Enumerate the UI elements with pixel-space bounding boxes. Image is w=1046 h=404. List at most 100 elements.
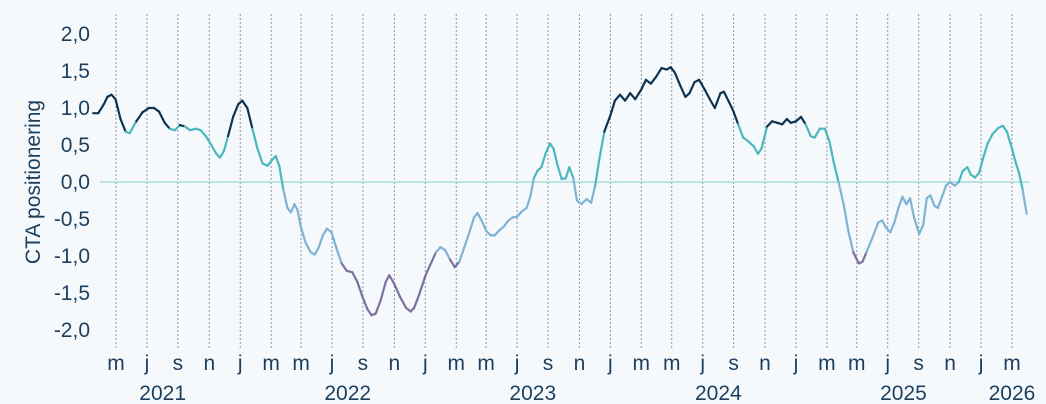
x-tick-label: s [728, 352, 739, 375]
line-segment [765, 120, 774, 128]
line-segment [727, 100, 735, 113]
x-tick-label: m [447, 352, 465, 375]
line-segment [278, 164, 285, 191]
line-segment [634, 88, 643, 101]
line-segment [901, 195, 908, 206]
line-segment [361, 295, 369, 311]
x-tick-label: j [329, 352, 335, 375]
line-segment [922, 197, 928, 227]
line-segment [173, 123, 181, 132]
line-segment [241, 99, 249, 110]
line-segment [871, 221, 880, 239]
y-tick-label: -1,5 [54, 282, 90, 305]
line-segment [912, 216, 921, 235]
line-segment [462, 232, 471, 250]
line-segment [163, 121, 171, 130]
line-segment [781, 117, 788, 126]
line-segment [210, 143, 218, 155]
y-tick-label: 2,0 [61, 23, 90, 46]
y-tick-label: 0,5 [61, 134, 90, 157]
x-tick-label: m [818, 352, 836, 375]
x-axis-years: 2021 2022 2023 2024 2025 2026 [139, 382, 1035, 404]
x-tick-label: m [633, 352, 651, 375]
line-segment [141, 106, 151, 114]
line-segment [609, 99, 617, 117]
line-segment [476, 211, 483, 222]
line-segment [467, 216, 476, 235]
line-segment [580, 197, 588, 206]
x-tick-label: n [203, 352, 215, 375]
line-segment [266, 158, 274, 167]
line-segment [679, 84, 687, 99]
line-segment [737, 123, 745, 139]
line-segment [204, 135, 213, 147]
line-segment [847, 229, 855, 254]
line-segment [114, 98, 122, 121]
line-segment [340, 262, 348, 272]
x-tick-label: s [913, 352, 924, 375]
line-segment [222, 135, 230, 153]
line-segment [293, 203, 299, 212]
line-segment [449, 258, 456, 269]
x-tick-label: j [607, 352, 613, 375]
line-segment [804, 123, 812, 138]
line-segment [966, 166, 972, 176]
line-segment [572, 177, 579, 202]
line-segment [760, 125, 769, 150]
line-segment [556, 164, 563, 181]
line-segment [590, 184, 597, 204]
x-tick-label: m [663, 352, 681, 375]
x-tick-label: j [699, 352, 705, 375]
year-label: 2026 [989, 382, 1036, 404]
line-segment [424, 262, 432, 278]
line-segment [708, 98, 716, 110]
line-segment [330, 231, 338, 250]
x-tick-label: m [1003, 352, 1021, 375]
line-segment [698, 78, 706, 91]
line-segment [564, 166, 571, 180]
line-segment [813, 127, 821, 139]
line-segment [918, 223, 925, 235]
y-axis-ticks: 2,0 1,5 1,0 0,5 0,0 -0,5 -1,0 -1,5 -2,0 [54, 23, 90, 342]
x-tick-label: m [477, 352, 495, 375]
x-tick-label: m [292, 352, 310, 375]
line-segment [986, 132, 994, 145]
line-segment [1014, 162, 1021, 175]
line-segment [393, 283, 402, 298]
line-segment [544, 142, 552, 155]
line-segment [713, 92, 722, 110]
line-segment [443, 248, 452, 261]
line-segment [828, 140, 836, 165]
line-segment [282, 188, 289, 209]
line-segment [929, 194, 936, 207]
line-segment [837, 180, 845, 206]
line-segment [842, 203, 850, 232]
line-segment [525, 195, 532, 209]
line-segment [218, 149, 226, 159]
line-segment [552, 147, 559, 167]
line-segment [429, 251, 438, 265]
line-segment [256, 147, 264, 165]
line-segment [102, 95, 109, 106]
line-segment [529, 177, 535, 198]
x-tick-label: j [514, 352, 520, 375]
line-segment [413, 293, 421, 309]
x-tick-label: m [262, 352, 280, 375]
y-tick-label: 0,0 [61, 171, 90, 194]
line-segment [199, 129, 207, 138]
line-segment [881, 219, 888, 229]
line-segment [568, 166, 575, 180]
y-axis-label: CTA positionering [22, 100, 45, 264]
line-segment [747, 140, 755, 148]
line-segment [502, 219, 510, 228]
line-segment [398, 295, 408, 309]
x-tick-label: s [543, 352, 554, 375]
line-segment [532, 169, 539, 180]
x-tick-label: j [884, 352, 890, 375]
line-segment [497, 225, 505, 232]
line-segment [598, 130, 606, 161]
line-segment [936, 195, 944, 209]
line-segment [135, 111, 144, 123]
line-segment [823, 127, 831, 143]
